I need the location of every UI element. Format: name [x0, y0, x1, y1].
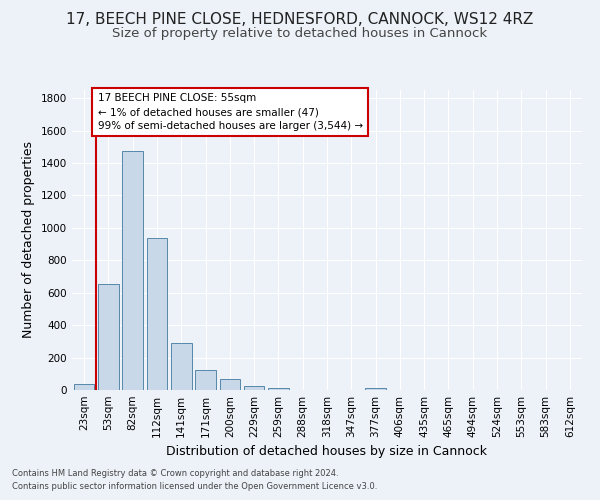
Bar [146, 238, 167, 390]
Text: Size of property relative to detached houses in Cannock: Size of property relative to detached ho… [112, 28, 488, 40]
Bar [98, 284, 119, 390]
Text: 17, BEECH PINE CLOSE, HEDNESFORD, CANNOCK, WS12 4RZ: 17, BEECH PINE CLOSE, HEDNESFORD, CANNOC… [67, 12, 533, 28]
Bar [171, 343, 191, 390]
Bar [74, 384, 94, 390]
Bar [220, 380, 240, 390]
X-axis label: Distribution of detached houses by size in Cannock: Distribution of detached houses by size … [167, 446, 487, 458]
Text: Contains HM Land Registry data © Crown copyright and database right 2024.: Contains HM Land Registry data © Crown c… [12, 468, 338, 477]
Y-axis label: Number of detached properties: Number of detached properties [22, 142, 35, 338]
Text: Contains public sector information licensed under the Open Government Licence v3: Contains public sector information licen… [12, 482, 377, 491]
Text: 17 BEECH PINE CLOSE: 55sqm
← 1% of detached houses are smaller (47)
99% of semi-: 17 BEECH PINE CLOSE: 55sqm ← 1% of detac… [97, 93, 362, 131]
Bar [365, 388, 386, 390]
Bar [122, 151, 143, 390]
Bar [268, 388, 289, 390]
Bar [244, 386, 265, 390]
Bar [195, 370, 216, 390]
